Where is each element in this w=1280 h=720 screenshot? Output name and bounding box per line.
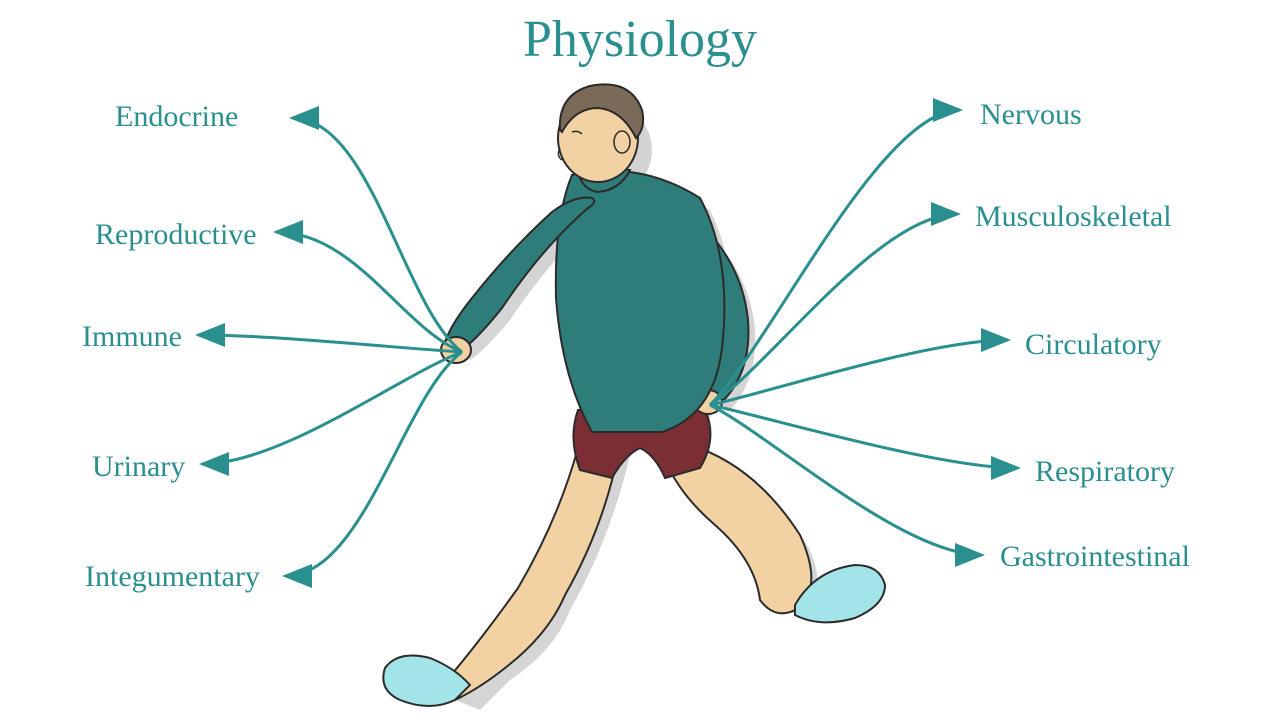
- arrow-urinary: [202, 352, 462, 464]
- label-urinary: Urinary: [92, 450, 185, 484]
- torso: [556, 171, 725, 432]
- label-immune: Immune: [82, 320, 182, 354]
- label-musculoskeletal: Musculoskeletal: [975, 200, 1172, 234]
- arrow-immune: [198, 335, 462, 352]
- head: [558, 84, 643, 182]
- back-arm: [668, 212, 748, 414]
- arrow-endocrine: [292, 118, 462, 352]
- diagram-title: Physiology: [0, 10, 1280, 69]
- label-integumentary: Integumentary: [85, 560, 260, 594]
- shorts: [573, 410, 710, 478]
- label-gastrointestinal: Gastrointestinal: [1000, 540, 1190, 574]
- arrow-integumentary: [285, 352, 462, 576]
- diagram-canvas: Physiology: [0, 0, 1280, 720]
- arrow-reproductive: [276, 232, 462, 352]
- arrow-respiratory: [710, 405, 1018, 468]
- label-reproductive: Reproductive: [95, 218, 257, 252]
- arrow-group: [198, 110, 1018, 576]
- arrow-gastrointestinal: [710, 405, 982, 555]
- back-leg: [665, 445, 885, 622]
- front-arm: [441, 198, 594, 363]
- label-circulatory: Circulatory: [1025, 328, 1162, 362]
- label-endocrine: Endocrine: [115, 100, 238, 134]
- arrow-nervous: [710, 110, 960, 405]
- label-nervous: Nervous: [980, 98, 1082, 132]
- figure-shadow: [455, 105, 818, 710]
- running-figure: [383, 84, 885, 706]
- arrow-circulatory: [710, 340, 1008, 405]
- front-leg: [383, 445, 620, 706]
- label-respiratory: Respiratory: [1035, 455, 1175, 489]
- arrow-musculoskeletal: [710, 214, 958, 405]
